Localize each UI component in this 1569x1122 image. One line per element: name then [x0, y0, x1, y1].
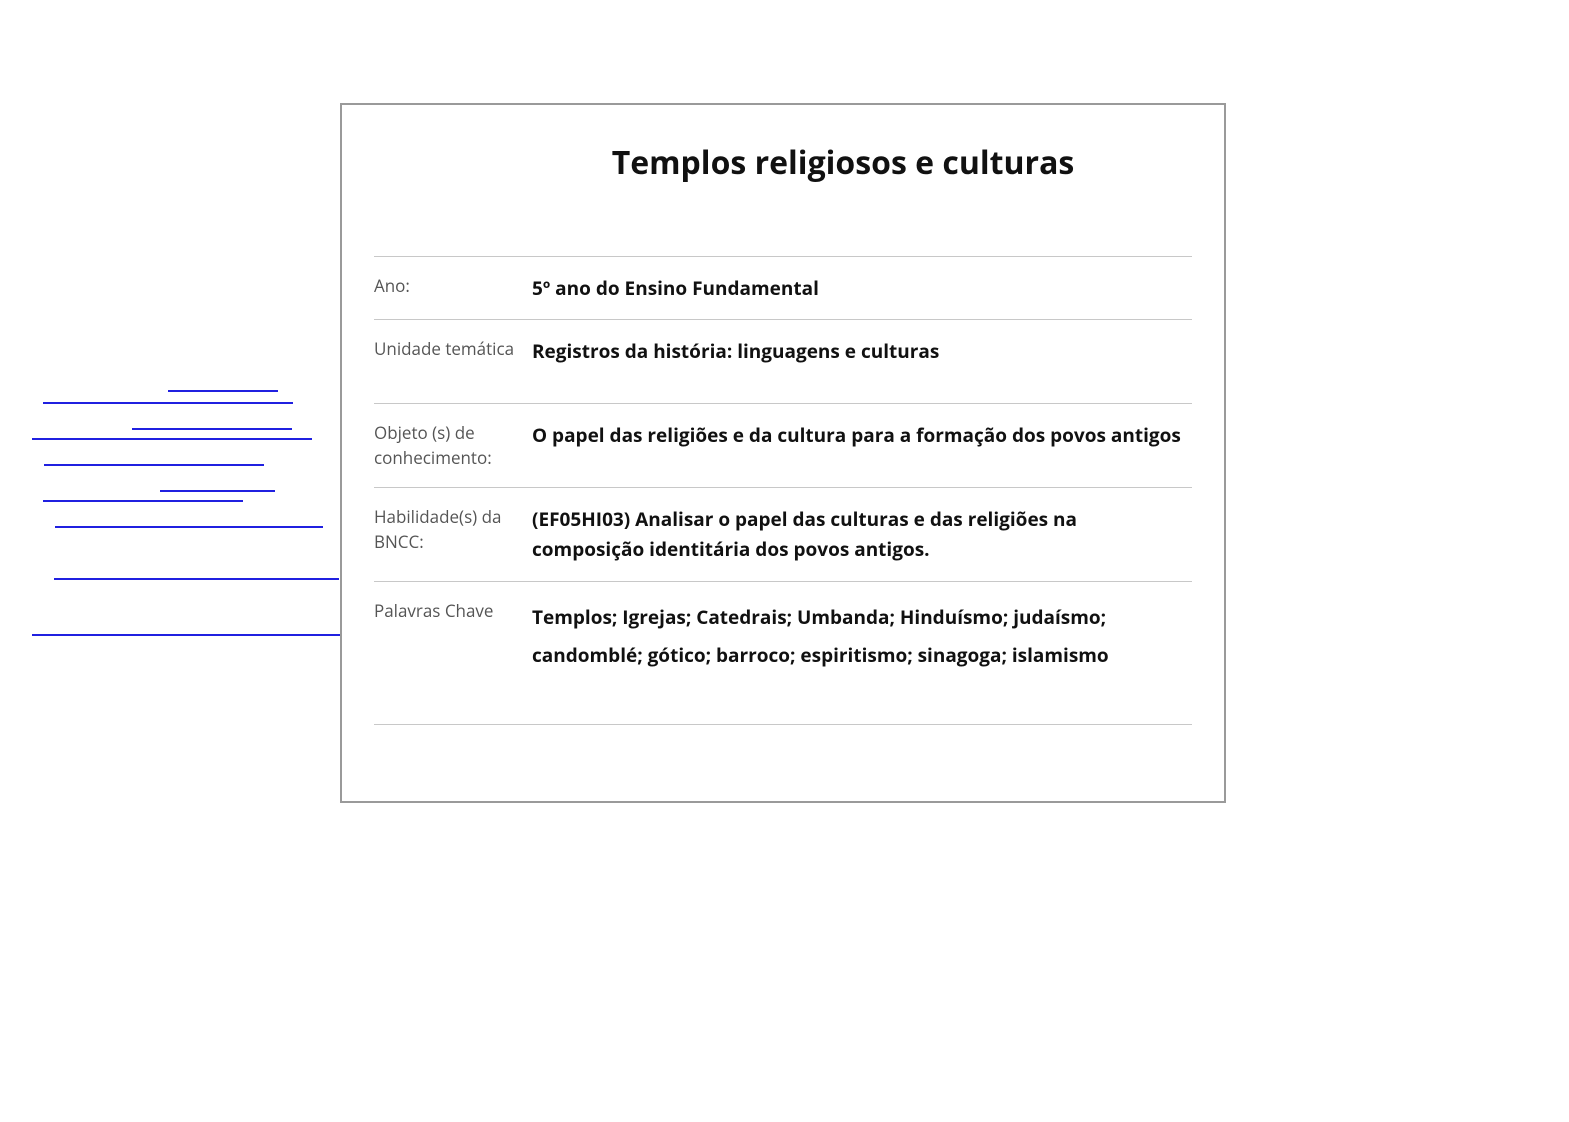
label-objeto: Objeto (s) de conhecimento:: [374, 420, 524, 471]
decorative-line: [55, 526, 323, 528]
decorative-line: [44, 464, 264, 466]
decorative-line: [132, 428, 292, 430]
row-ano: Ano: 5º ano do Ensino Fundamental: [374, 256, 1192, 319]
decorative-line: [54, 578, 339, 580]
decorative-line: [32, 634, 342, 636]
value-palavras: Templos; Igrejas; Catedrais; Umbanda; Hi…: [524, 598, 1192, 674]
label-unidade: Unidade temática: [374, 336, 524, 362]
value-unidade: Registros da história: linguagens e cult…: [524, 336, 1192, 366]
decorative-line: [32, 438, 312, 440]
decorative-line: [168, 390, 278, 392]
value-ano: 5º ano do Ensino Fundamental: [524, 273, 1192, 303]
label-palavras: Palavras Chave: [374, 598, 524, 624]
lesson-plan-card: Templos religiosos e culturas Ano: 5º an…: [340, 103, 1226, 803]
decorative-line: [43, 500, 243, 502]
value-objeto: O papel das religiões e da cultura para …: [524, 420, 1192, 450]
value-habilidade: (EF05HI03) Analisar o papel das culturas…: [524, 504, 1192, 565]
row-habilidade: Habilidade(s) da BNCC: (EF05HI03) Analis…: [374, 487, 1192, 581]
row-unidade: Unidade temática Registros da história: …: [374, 319, 1192, 402]
row-palavras: Palavras Chave Templos; Igrejas; Catedra…: [374, 581, 1192, 725]
row-objeto: Objeto (s) de conhecimento: O papel das …: [374, 403, 1192, 487]
label-ano: Ano:: [374, 273, 524, 299]
decorative-line: [43, 402, 293, 404]
decorative-line: [160, 490, 275, 492]
card-title: Templos religiosos e culturas: [514, 141, 1172, 184]
sidebar-decorative-lines: [0, 390, 340, 756]
label-habilidade: Habilidade(s) da BNCC:: [374, 504, 524, 555]
